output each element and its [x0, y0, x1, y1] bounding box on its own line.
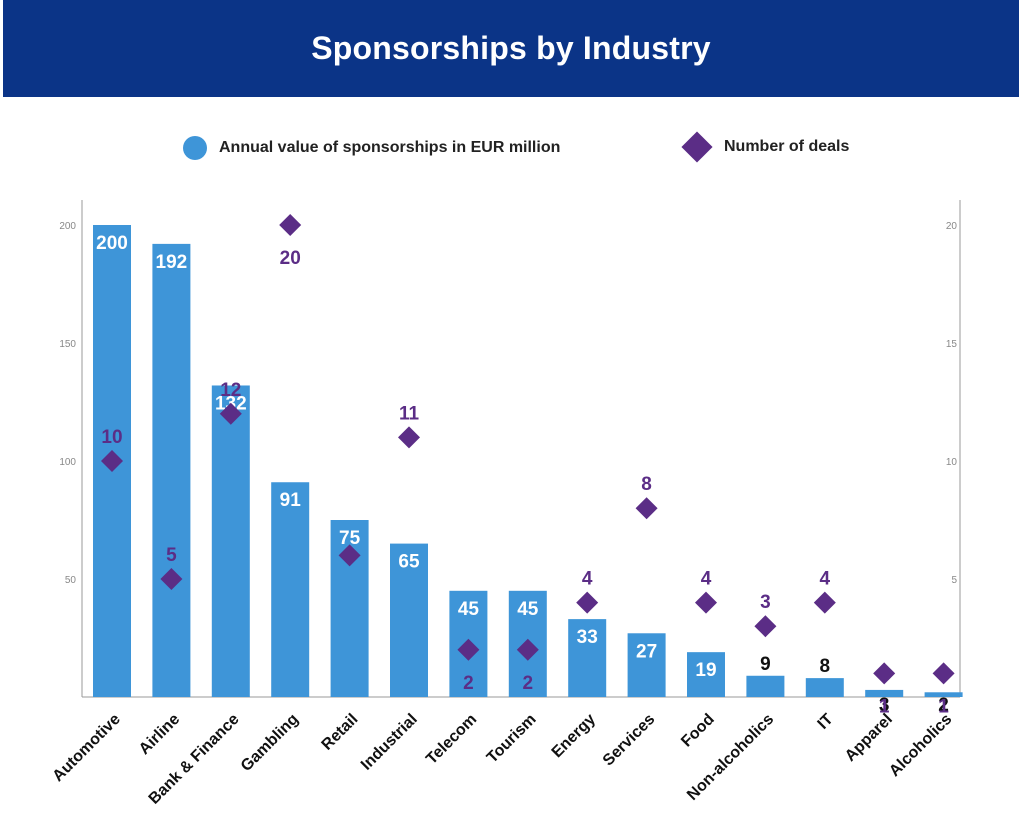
- legend-item-value: Annual value of sponsorships in EUR mill…: [183, 136, 560, 160]
- bar: [390, 543, 428, 697]
- bar: [152, 243, 191, 697]
- y-left-tick-label: 200: [59, 221, 76, 232]
- deal-marker: [813, 591, 836, 614]
- bar-value-label: 45: [517, 599, 539, 620]
- header-banner: Sponsorships by Industry: [3, 0, 1019, 97]
- y-left-tick-label: 50: [65, 575, 77, 586]
- bar-value-label: 27: [636, 641, 657, 662]
- deal-marker: [873, 662, 896, 685]
- deal-marker: [932, 662, 955, 685]
- y-right-tick-label: 20: [946, 221, 958, 232]
- deal-marker: [457, 638, 480, 661]
- deal-value-label: 10: [101, 427, 122, 448]
- legend-circle-icon: [183, 136, 207, 160]
- deal-value-label: 2: [463, 673, 474, 694]
- x-tick-label: Industrial: [358, 711, 421, 774]
- bar-value-label: 9: [760, 654, 771, 675]
- x-tick-label: Non-alcoholics: [684, 711, 777, 804]
- deal-marker: [516, 638, 539, 661]
- y-right-tick-label: 10: [946, 457, 958, 468]
- deal-value-label: 1: [879, 696, 890, 717]
- bar: [865, 689, 904, 697]
- x-tick-label: Food: [678, 711, 718, 751]
- deal-marker: [219, 402, 242, 425]
- deal-marker: [338, 544, 361, 567]
- bar: [924, 692, 963, 697]
- bar: [687, 652, 725, 697]
- deal-marker: [279, 214, 302, 236]
- bar: [271, 482, 310, 697]
- x-tick-label: Apparel: [842, 711, 896, 765]
- deal-value-label: 11: [399, 403, 420, 424]
- bar-value-label: 45: [458, 599, 480, 620]
- x-tick-label: Telecom: [423, 711, 480, 768]
- bar-value-label: 33: [577, 627, 598, 648]
- bar-value-label: 19: [695, 660, 716, 681]
- bar: [805, 678, 844, 697]
- x-tick-label: Airline: [136, 711, 183, 758]
- deal-value-label: 8: [641, 474, 652, 495]
- bar: [449, 590, 488, 697]
- bar: [627, 633, 666, 697]
- bar-value-label: 65: [398, 552, 420, 573]
- deal-value-label: 4: [820, 569, 831, 590]
- bar-value-label: 3: [879, 695, 890, 716]
- bar: [746, 675, 785, 697]
- bar-value-label: 200: [96, 233, 128, 254]
- x-tick-label: Tourism: [484, 711, 540, 767]
- deal-marker: [101, 450, 123, 472]
- bar: [330, 520, 369, 697]
- bar: [508, 590, 547, 697]
- bar-value-label: 75: [339, 528, 361, 549]
- deal-value-label: 4: [582, 569, 593, 590]
- legend-diamond-icon: [681, 131, 713, 163]
- x-tick-label: Automotive: [50, 711, 124, 785]
- deal-value-label: 20: [280, 248, 301, 269]
- bar-value-label: 2: [938, 695, 949, 716]
- deal-value-label: 12: [220, 380, 241, 401]
- y-left-tick-label: 150: [59, 339, 76, 350]
- deal-value-label: 4: [701, 569, 712, 590]
- x-tick-label: Services: [600, 711, 659, 770]
- x-tick-label: Alcoholics: [886, 711, 955, 780]
- y-right-tick-label: 15: [946, 339, 958, 350]
- bar-value-label: 192: [156, 252, 188, 273]
- y-left-tick-label: 100: [59, 457, 76, 468]
- deal-marker: [576, 591, 599, 614]
- bar-value-label: 8: [820, 656, 831, 677]
- deal-marker: [398, 426, 420, 449]
- deal-value-label: 3: [760, 592, 771, 613]
- deal-marker: [754, 615, 777, 638]
- bar: [93, 225, 131, 697]
- legend-label-value: Annual value of sponsorships in EUR mill…: [219, 139, 561, 156]
- y-right-tick-label: 5: [951, 575, 957, 586]
- legend-label-deals: Number of deals: [724, 138, 850, 155]
- bar-value-label: 132: [215, 393, 247, 414]
- bar: [211, 385, 250, 697]
- x-tick-label: IT: [815, 711, 837, 733]
- x-tick-label: Energy: [549, 711, 599, 761]
- x-tick-label: Bank & Finance: [146, 711, 243, 808]
- deal-marker: [160, 568, 183, 590]
- deal-value-label: 5: [166, 545, 177, 566]
- chart-title: Sponsorships by Industry: [311, 30, 711, 66]
- x-tick-label: Retail: [319, 711, 362, 754]
- deal-value-label: 1: [938, 696, 949, 717]
- deal-value-label: 2: [523, 673, 534, 694]
- x-tick-label: Gambling: [238, 711, 302, 775]
- deal-marker: [695, 591, 717, 614]
- deal-marker: [635, 497, 658, 520]
- bar-value-label: 91: [280, 490, 302, 511]
- legend-item-deals: Number of deals: [681, 131, 850, 163]
- bar: [568, 619, 607, 697]
